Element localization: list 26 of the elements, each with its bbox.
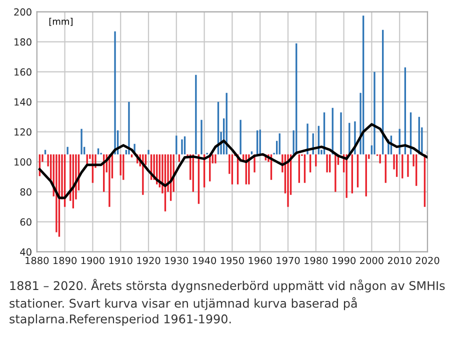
x-tick-label: 1960 — [248, 256, 272, 264]
x-tick-label: 1990 — [332, 256, 356, 264]
x-tick-label: 1970 — [276, 256, 300, 264]
y-tick-label: 120 — [14, 128, 32, 136]
y-tick-label: 40 — [20, 248, 32, 256]
x-tick-label: 1890 — [53, 256, 77, 264]
text: 1881 – 2020. Årets största dygnsnederbörd uppmätt vid någon av SMHIs stationer. Svart kurva visar en utjämnad kurva baserad på staplarna.Referensperiod 1961-1990. — [10, 278, 445, 326]
x-tick-label: 1910 — [109, 256, 132, 264]
x-tick-label: 1940 — [192, 256, 216, 264]
y-tick-label: 160 — [14, 68, 32, 76]
x-tick-label: 1880 — [26, 256, 49, 264]
x-tick-label: 1900 — [81, 256, 104, 264]
y-axis-title: [mm] — [49, 18, 72, 26]
y-tick-label: 100 — [14, 158, 32, 166]
x-tick-label: 1950 — [220, 256, 244, 264]
y-tick-label: 60 — [20, 218, 32, 226]
y-tick-label: 200 — [14, 8, 32, 16]
y-tick-label: 80 — [20, 188, 32, 196]
x-tick-label: 1920 — [137, 256, 160, 264]
x-tick-label: 1980 — [304, 256, 328, 264]
y-tick-label: 140 — [14, 98, 32, 106]
y-tick-label: 180 — [14, 38, 32, 46]
x-tick-label: 2020 — [416, 256, 440, 264]
x-tick-label: 2000 — [360, 256, 384, 264]
x-tick-label: 2010 — [388, 256, 412, 264]
x-tick-label: 1930 — [165, 256, 188, 264]
